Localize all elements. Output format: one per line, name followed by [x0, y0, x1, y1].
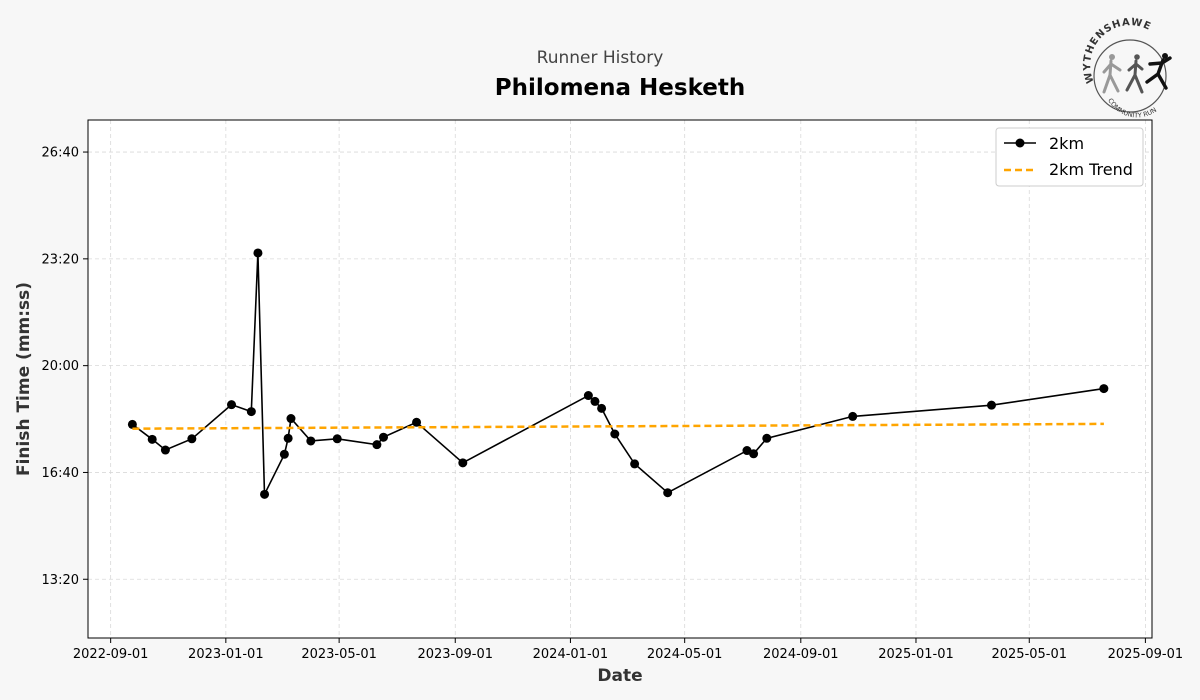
x-tick-label: 2023-05-01	[301, 647, 377, 662]
runner-silhouettes-icon	[1102, 53, 1172, 94]
data-point	[630, 459, 640, 469]
data-point	[227, 400, 237, 410]
data-point	[332, 434, 342, 444]
wythenshawe-logo: WYTHENSHAWE COMMUNITY RUN	[1082, 17, 1172, 120]
logo-ring	[1093, 39, 1167, 113]
data-point	[1099, 384, 1109, 394]
data-point	[597, 403, 607, 413]
x-tick-label: 2023-01-01	[188, 647, 264, 662]
data-point	[848, 411, 858, 421]
legend-marker-2km	[1015, 138, 1025, 148]
y-axis-label: Finish Time (mm:ss)	[14, 282, 34, 476]
data-point	[160, 445, 170, 455]
y-tick-label: 23:20	[42, 252, 79, 267]
x-tick-label: 2022-09-01	[73, 647, 149, 662]
data-point	[458, 458, 468, 468]
data-point	[306, 436, 316, 446]
data-point	[187, 434, 197, 444]
axis-ticks: 2022-09-01 2023-01-01 2023-05-01 2023-09-01…	[42, 146, 1184, 662]
data-point	[372, 440, 382, 450]
data-point	[663, 488, 673, 498]
data-point	[610, 429, 620, 439]
data-point	[260, 489, 270, 499]
x-tick-label: 2024-01-01	[533, 647, 609, 662]
plot-frame	[87, 119, 1153, 639]
y-tick-label: 26:40	[42, 146, 79, 161]
data-point	[590, 396, 600, 406]
data-point	[749, 449, 759, 459]
x-tick-label: 2024-05-01	[647, 647, 723, 662]
data-point	[127, 419, 137, 429]
data-point	[583, 391, 593, 401]
chart-title: Philomena Hesketh	[495, 75, 745, 101]
data-point	[987, 400, 997, 410]
data-point	[762, 433, 772, 443]
series-line-2km-trend	[132, 422, 1104, 430]
data-point	[283, 433, 293, 443]
legend-label-2km-trend: 2km Trend	[1049, 160, 1133, 179]
logo-top-text: WYTHENSHAWE	[1082, 17, 1153, 85]
chart-subtitle: Runner History	[537, 48, 664, 68]
y-tick-label: 13:20	[42, 573, 79, 588]
legend: 2km 2km Trend	[995, 127, 1144, 187]
legend-label-2km: 2km	[1049, 134, 1084, 153]
x-tick-label: 2023-09-01	[417, 647, 493, 662]
data-point	[246, 407, 256, 417]
grid-lines	[88, 120, 1152, 638]
plot-area	[88, 120, 1152, 638]
x-tick-label: 2025-01-01	[878, 647, 954, 662]
series-layer	[127, 248, 1109, 499]
x-tick-label: 2025-09-01	[1108, 647, 1184, 662]
data-point	[286, 414, 296, 424]
data-point	[412, 417, 422, 427]
data-point	[253, 248, 263, 258]
x-tick-label: 2025-05-01	[991, 647, 1067, 662]
x-axis-label: Date	[597, 666, 642, 686]
data-point	[147, 434, 157, 444]
y-tick-label: 16:40	[42, 466, 79, 481]
data-point	[279, 449, 289, 459]
data-point	[379, 432, 389, 442]
y-tick-label: 20:00	[42, 359, 79, 374]
logo-bottom-text: COMMUNITY RUN	[1106, 97, 1158, 120]
x-tick-label: 2024-09-01	[763, 647, 839, 662]
